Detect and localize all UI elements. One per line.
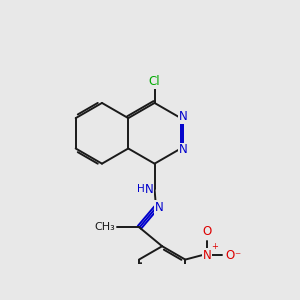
Text: ⁻: ⁻ [235, 250, 241, 263]
Text: O: O [202, 225, 212, 238]
Text: N: N [155, 201, 164, 214]
Text: N: N [203, 248, 212, 262]
Text: CH₃: CH₃ [94, 222, 115, 233]
Text: N: N [179, 110, 188, 123]
Text: O: O [225, 248, 235, 262]
Text: Cl: Cl [149, 75, 161, 88]
Text: N: N [179, 143, 188, 157]
Text: H: H [137, 184, 145, 194]
Text: N: N [145, 183, 154, 196]
Text: +: + [211, 242, 217, 251]
